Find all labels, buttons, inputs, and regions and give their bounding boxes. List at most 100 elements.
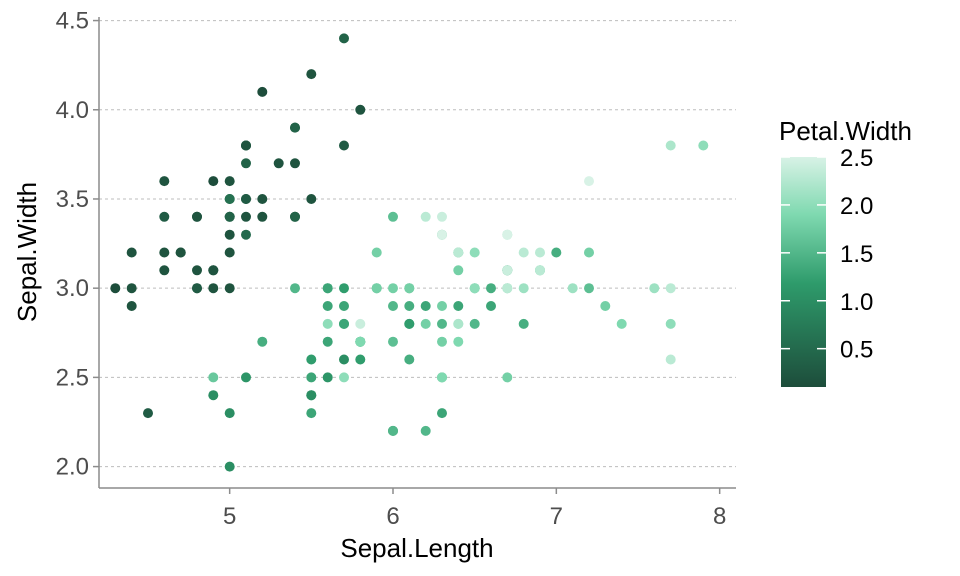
data-point [241, 194, 251, 204]
data-point [339, 283, 349, 294]
data-point [339, 354, 349, 365]
data-point [437, 211, 447, 222]
data-point [698, 140, 709, 151]
data-point [355, 318, 366, 329]
data-point [486, 301, 496, 311]
data-point [159, 211, 170, 222]
data-point [453, 265, 464, 276]
data-point [453, 336, 464, 347]
data-point [208, 176, 219, 187]
data-point [241, 372, 251, 383]
data-point [502, 229, 513, 240]
y-tick-label: 3.5 [56, 186, 89, 213]
data-point [224, 283, 235, 294]
y-tick-label: 4.0 [56, 97, 89, 124]
x-tick-label: 8 [713, 503, 726, 530]
data-point [322, 283, 333, 294]
data-point [241, 229, 251, 240]
data-point [567, 283, 578, 294]
data-point [224, 176, 235, 187]
gridlines [99, 20, 736, 468]
data-point [159, 265, 170, 276]
x-axis-title: Sepal.Length [340, 533, 493, 563]
data-point [388, 211, 398, 222]
data-point [388, 283, 398, 294]
x-tick-label: 7 [550, 503, 563, 530]
data-point [306, 390, 317, 401]
data-point [257, 86, 268, 97]
data-point [306, 408, 317, 419]
x-tick-label: 6 [386, 503, 399, 530]
data-point [339, 140, 349, 151]
data-point [355, 104, 366, 115]
data-point [126, 301, 137, 311]
data-point [322, 318, 333, 329]
data-point [306, 194, 317, 204]
data-point [257, 194, 268, 204]
data-point [355, 336, 366, 347]
data-point [175, 247, 186, 258]
data-point [551, 247, 562, 258]
data-point [110, 283, 121, 294]
data-point [665, 354, 676, 365]
data-point [339, 372, 349, 383]
data-point [469, 247, 480, 258]
color-legend: Petal.Width 0.5 1.0 1.5 2.0 2.5 [779, 116, 912, 387]
data-point [404, 301, 415, 311]
data-point [290, 283, 300, 294]
legend-tick-label: 2.5 [840, 145, 873, 172]
data-point [518, 247, 529, 258]
data-point [600, 301, 611, 311]
legend-colorbar [781, 157, 826, 387]
data-point [404, 354, 415, 365]
data-point [224, 461, 235, 472]
data-point [518, 283, 529, 294]
data-point [257, 211, 268, 222]
data-point [143, 408, 153, 419]
data-point [322, 301, 333, 311]
data-point [420, 318, 431, 329]
data-point [241, 211, 251, 222]
legend-tick-label: 0.5 [840, 337, 873, 364]
data-point [453, 301, 464, 311]
data-point [208, 265, 219, 276]
data-point [306, 354, 317, 365]
data-point [453, 247, 464, 258]
data-point [322, 372, 333, 383]
data-point [469, 283, 480, 294]
data-point [224, 229, 235, 240]
data-point [306, 69, 317, 80]
data-point [241, 140, 251, 151]
data-point [224, 408, 235, 419]
data-point [388, 301, 398, 311]
data-point [192, 283, 202, 294]
data-point [584, 283, 594, 294]
data-point [371, 283, 382, 294]
data-point [502, 283, 513, 294]
data-point [665, 318, 676, 329]
data-point [665, 283, 676, 294]
data-point [535, 247, 545, 258]
data-point [388, 336, 398, 347]
legend-tick-label: 1.0 [840, 289, 873, 316]
data-point [159, 247, 170, 258]
data-point [584, 176, 594, 187]
data-point [616, 318, 627, 329]
data-point [290, 211, 300, 222]
data-points [110, 33, 709, 472]
data-point [257, 336, 268, 347]
data-point [388, 425, 398, 436]
y-tick-label: 3.0 [56, 275, 89, 302]
data-point [290, 158, 300, 169]
data-point [126, 283, 137, 294]
data-point [437, 372, 447, 383]
data-point [437, 336, 447, 347]
data-point [208, 390, 219, 401]
legend-ticks: 0.5 1.0 1.5 2.0 2.5 [781, 145, 873, 364]
data-point [420, 211, 431, 222]
data-point [339, 33, 349, 44]
data-point [420, 425, 431, 436]
x-tick-label: 5 [223, 503, 236, 530]
y-axis-title: Sepal.Width [12, 182, 42, 322]
